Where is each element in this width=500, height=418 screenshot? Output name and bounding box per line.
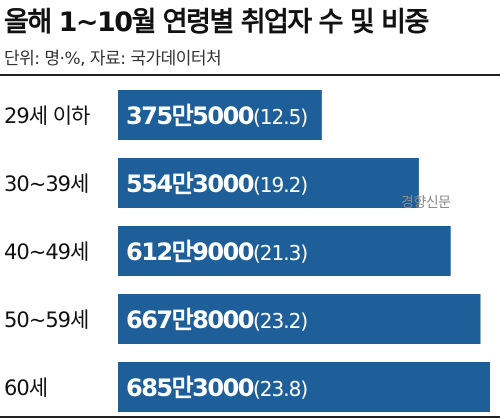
bar-value-label: 612만9000(21.3)	[126, 238, 307, 266]
value-count: 612만9000	[126, 238, 254, 266]
value-count: 375만5000	[126, 102, 254, 130]
bar-chart: 29세 이하 375만5000(12.5) 30~39세 554만3000(19.2)…	[4, 90, 490, 412]
value-share: (23.2)	[253, 309, 307, 333]
bar-value-label: 554만3000(19.2)	[126, 170, 307, 198]
value-count: 685만3000	[126, 374, 254, 402]
bottom-rule	[0, 416, 500, 418]
category-label: 40~49세	[4, 240, 88, 264]
bar	[118, 90, 322, 140]
bar-value-label: 375만5000(12.5)	[126, 102, 307, 130]
category-label: 29세 이하	[4, 104, 90, 128]
bar	[118, 226, 451, 276]
value-count: 554만3000	[126, 170, 254, 198]
unit-source-line: 단위: 명·%, 자료: 국가데이터처	[4, 49, 222, 69]
bar-value-label: 667만8000(23.2)	[126, 306, 307, 334]
chart-title: 올해 1~10월 연령별 취업자 수 및 비중	[4, 7, 429, 38]
value-share: (21.3)	[253, 241, 307, 265]
bar	[118, 294, 481, 344]
value-count: 667만8000	[126, 306, 254, 334]
watermark: 경향신문	[401, 195, 451, 211]
category-label: 30~39세	[4, 172, 88, 196]
category-label: 60세	[4, 376, 47, 400]
bar-value-label: 685만3000(23.8)	[126, 374, 307, 402]
category-label: 50~59세	[4, 308, 88, 332]
bar	[118, 158, 419, 208]
value-share: (12.5)	[253, 105, 307, 129]
value-share: (19.2)	[253, 173, 307, 197]
bar	[118, 362, 490, 412]
top-rule	[0, 74, 500, 76]
value-share: (23.8)	[253, 377, 307, 401]
